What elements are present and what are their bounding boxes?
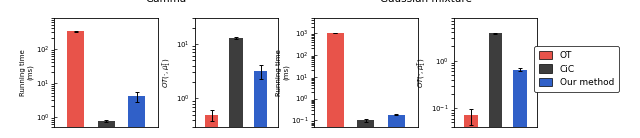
Bar: [465, 116, 478, 138]
Y-axis label: $OT(\cdot,\widetilde{\mu}_1^T)$: $OT(\cdot,\widetilde{\mu}_1^T)$: [161, 57, 173, 88]
Bar: [98, 121, 115, 138]
Bar: [327, 33, 344, 138]
Y-axis label: Running time
(ms): Running time (ms): [276, 49, 289, 96]
Bar: [67, 31, 84, 138]
Bar: [513, 70, 527, 138]
Bar: [357, 120, 374, 138]
Bar: [388, 115, 404, 138]
Bar: [489, 33, 502, 138]
Bar: [229, 38, 243, 138]
Text: Gamma: Gamma: [145, 0, 187, 4]
Legend: OT, CiC, Our method: OT, CiC, Our method: [534, 46, 619, 92]
Bar: [129, 96, 145, 138]
Bar: [205, 115, 218, 138]
Y-axis label: Running time
(ms): Running time (ms): [20, 49, 34, 96]
Text: Gaussian mixture: Gaussian mixture: [380, 0, 472, 4]
Y-axis label: $OT(\cdot,\widetilde{\mu}_1^T)$: $OT(\cdot,\widetilde{\mu}_1^T)$: [416, 57, 429, 88]
Bar: [254, 71, 268, 138]
